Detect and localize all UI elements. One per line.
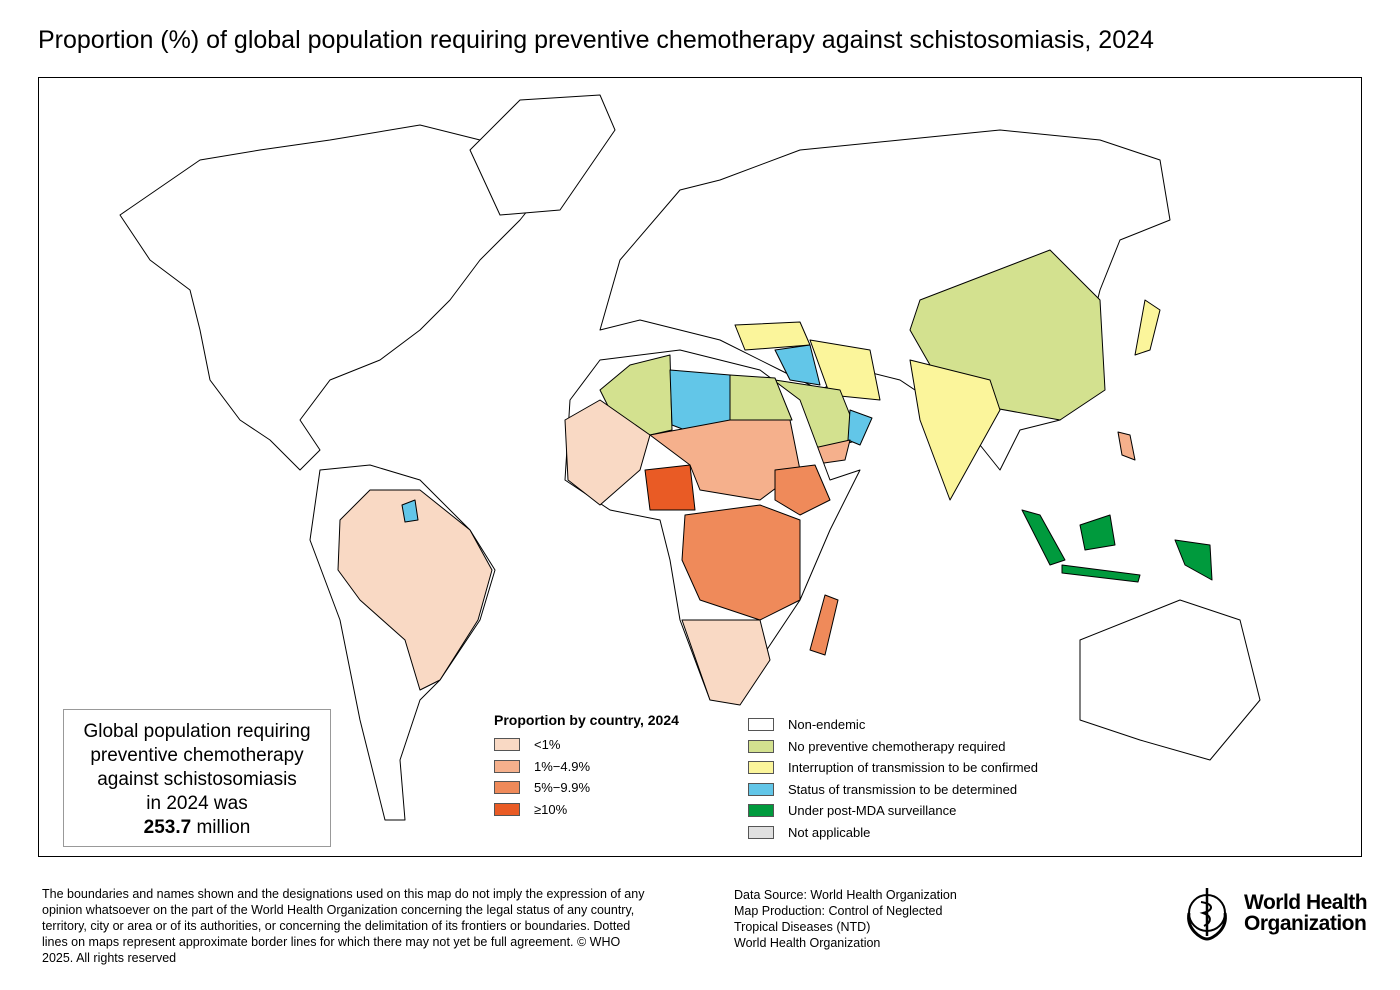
data-source: Data Source: World Health Organization M…: [734, 887, 957, 951]
map-frame: [38, 77, 1362, 857]
guyana-suriname: [401, 499, 419, 523]
legend-label: Non-endemic: [788, 717, 866, 733]
iraq-syria: [774, 344, 821, 386]
logo-line: Organization: [1244, 912, 1367, 935]
infobox-unit: million: [191, 817, 251, 838]
infobox-value: 253.7: [143, 817, 192, 838]
legend-item: Status of transmission to be determined: [748, 779, 1038, 801]
greenland: [469, 94, 616, 216]
disclaimer: The boundaries and names shown and the d…: [42, 887, 645, 965]
legend-label: <1%: [534, 737, 561, 753]
global-population-infobox: Global population requiring preventive c…: [63, 709, 331, 847]
legend-swatch: [494, 759, 520, 773]
iran: [809, 339, 881, 401]
legend-swatch: [494, 738, 520, 752]
japan: [1134, 299, 1161, 356]
legend-item: <1%: [494, 734, 679, 756]
legend-swatch: [748, 718, 774, 732]
nigeria: [644, 464, 696, 511]
central-east-africa: [681, 504, 801, 621]
legend-item: Under post-MDA surveillance: [748, 800, 1038, 822]
australia: [1079, 599, 1261, 761]
legend-label: ≥10%: [534, 801, 568, 817]
legend-item: 1%−4.9%: [494, 756, 679, 778]
legend-item: 5%−9.9%: [494, 777, 679, 799]
legend-item: ≥10%: [494, 799, 679, 821]
legend-label: Interruption of transmission to be confi…: [788, 760, 1039, 776]
legend-label: Status of transmission to be determined: [788, 781, 1018, 797]
legend-proportion: Proportion by country, 2024 <1% 1%−4.9% …: [494, 712, 679, 820]
north-america: [119, 124, 561, 471]
legend-item: Non-endemic: [748, 714, 1038, 736]
egypt: [729, 374, 793, 421]
legend-item: No preventive chemotherapy required: [748, 736, 1038, 758]
who-emblem-icon: [1187, 888, 1227, 941]
legend-status: Non-endemic No preventive chemotherapy r…: [748, 714, 1038, 843]
legend-swatch: [748, 739, 774, 753]
legend-swatch: [494, 781, 520, 795]
southern-africa: [681, 619, 771, 706]
ethiopia: [774, 464, 831, 516]
logo-line: World Health: [1244, 891, 1368, 914]
philippines: [1117, 431, 1136, 461]
indonesia-java: [1061, 564, 1141, 583]
indonesia-sumatra: [1021, 509, 1066, 566]
map-title: Proportion (%) of global population requ…: [38, 26, 1154, 54]
legend-swatch: [748, 761, 774, 775]
west-africa: [564, 399, 651, 506]
legend-label: Not applicable: [788, 824, 871, 840]
legend-item: Not applicable: [748, 822, 1038, 844]
legend-label: No preventive chemotherapy required: [788, 738, 1006, 754]
legend-label: Under post-MDA surveillance: [788, 803, 957, 819]
source-line: Tropical Diseases (NTD): [734, 920, 871, 934]
infobox-line: preventive chemotherapy: [90, 745, 304, 766]
legend-swatch: [494, 802, 520, 816]
oman: [847, 409, 873, 446]
source-line: Map Production: Control of Neglected: [734, 904, 943, 918]
brazil: [337, 489, 493, 691]
infobox-line: Global population requiring: [83, 721, 311, 742]
legend-label: 5%−9.9%: [534, 780, 591, 796]
source-line: World Health Organization: [734, 936, 881, 950]
legend-swatch: [748, 782, 774, 796]
who-logo: World Health Organization: [1176, 884, 1368, 942]
legend-label: 1%−4.9%: [534, 758, 591, 774]
india: [909, 359, 1001, 501]
indonesia-borneo: [1079, 514, 1116, 551]
legend-swatch: [748, 825, 774, 839]
infobox-line: against schistosomiasis: [97, 769, 297, 790]
legend-title: Proportion by country, 2024: [494, 712, 679, 728]
madagascar: [809, 594, 839, 656]
infobox-line: in 2024 was: [146, 793, 248, 814]
legend-item: Interruption of transmission to be confi…: [748, 757, 1038, 779]
source-line: Data Source: World Health Organization: [734, 888, 957, 902]
indonesia-papua: [1174, 539, 1213, 581]
legend-swatch: [748, 804, 774, 818]
